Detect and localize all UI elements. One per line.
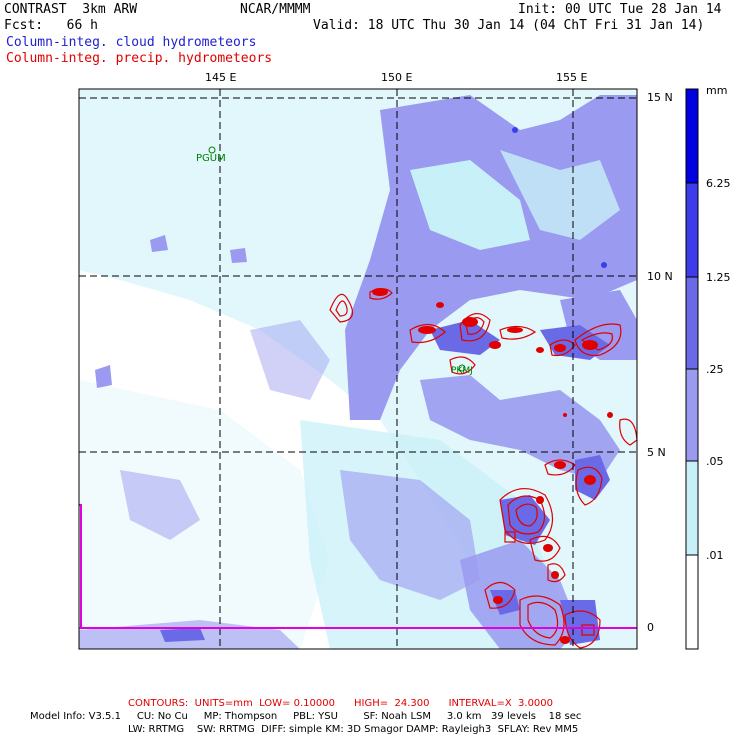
legend-swatch-2 [686, 277, 698, 369]
legend-swatch-1 [686, 183, 698, 277]
station-pkmj-marker [458, 364, 466, 372]
lat-lon-grid [79, 89, 637, 649]
forecast-hour: Fcst: 66 h [4, 18, 98, 33]
legend-swatch-4 [686, 461, 698, 555]
lon-label-155: 155 E [556, 71, 588, 84]
lat-label-0: 0 [647, 621, 654, 634]
model-title: CONTRAST 3km ARW [4, 2, 138, 17]
legend-unit: mm [706, 84, 728, 97]
field-precip-label: Column-integ. precip. hydrometeors [6, 51, 273, 66]
init-time: Init: 00 UTC Tue 28 Jan 14 [518, 2, 722, 17]
legend-swatch-3 [686, 369, 698, 461]
station-pkmj-label: PKMJ [451, 366, 473, 376]
lon-label-145: 145 E [205, 71, 237, 84]
legend-swatch-0 [686, 89, 698, 183]
station-pgum-marker [208, 146, 216, 154]
precip-contours [329, 288, 637, 649]
legend-level-1-25: 1.25 [706, 271, 731, 284]
domain-boundary [79, 504, 637, 629]
color-legend [685, 88, 699, 650]
station-pgum-label: PGUM [196, 153, 226, 164]
lat-label-15n: 15 N [647, 91, 673, 104]
legend-level-0-05: .05 [706, 455, 724, 468]
legend-level-6-25: 6.25 [706, 177, 731, 190]
cloud-field [79, 89, 637, 649]
legend-level-0-25: .25 [706, 363, 724, 376]
lat-label-10n: 10 N [647, 270, 673, 283]
valid-time: Valid: 18 UTC Thu 30 Jan 14 (04 ChT Fri … [313, 18, 705, 33]
contour-info: CONTOURS: UNITS=mm LOW= 0.10000 HIGH= 24… [128, 698, 554, 709]
source-label: NCAR/MMMM [240, 2, 311, 17]
lat-label-5n: 5 N [647, 446, 666, 459]
legend-level-0-01: .01 [706, 549, 724, 562]
model-info-line-1: Model Info: V3.5.1 CU: No Cu MP: Thompso… [30, 711, 582, 722]
model-info-line-2: LW: RRTMG SW: RRTMG DIFF: simple KM: 3D … [128, 724, 579, 735]
map-frame [78, 88, 638, 650]
lon-label-150: 150 E [381, 71, 413, 84]
legend-swatch-5 [686, 555, 698, 649]
field-cloud-label: Column-integ. cloud hydrometeors [6, 35, 257, 50]
precip-cores [372, 288, 613, 644]
